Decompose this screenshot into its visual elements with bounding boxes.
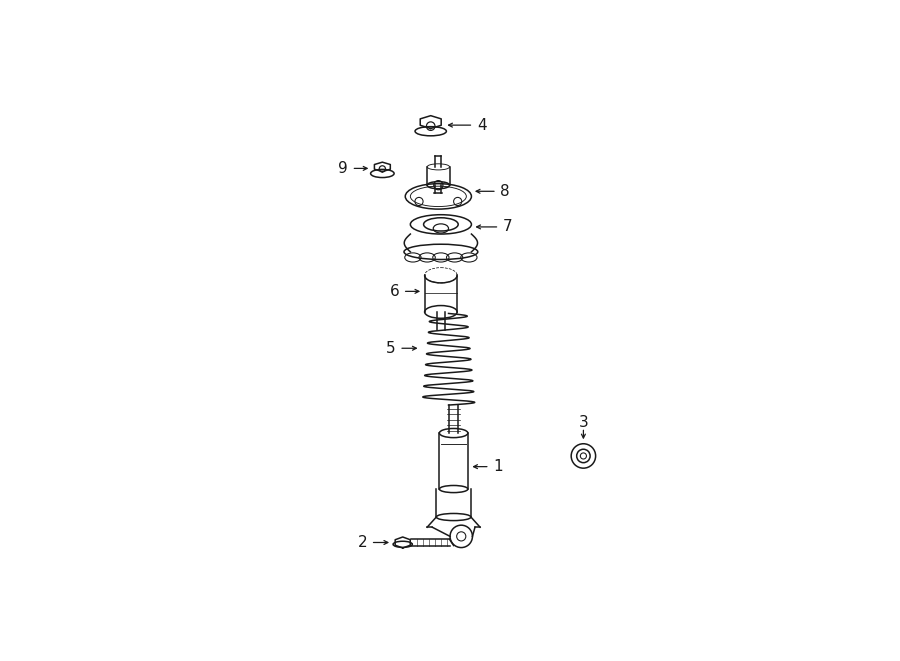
Text: 5: 5 <box>386 341 396 356</box>
Text: 6: 6 <box>390 284 400 299</box>
Text: 9: 9 <box>338 161 347 176</box>
Text: 3: 3 <box>579 415 589 430</box>
Text: 2: 2 <box>357 535 367 550</box>
Text: 1: 1 <box>493 459 503 474</box>
Text: 8: 8 <box>500 184 510 199</box>
Text: 7: 7 <box>503 219 513 235</box>
Text: 4: 4 <box>477 118 487 133</box>
